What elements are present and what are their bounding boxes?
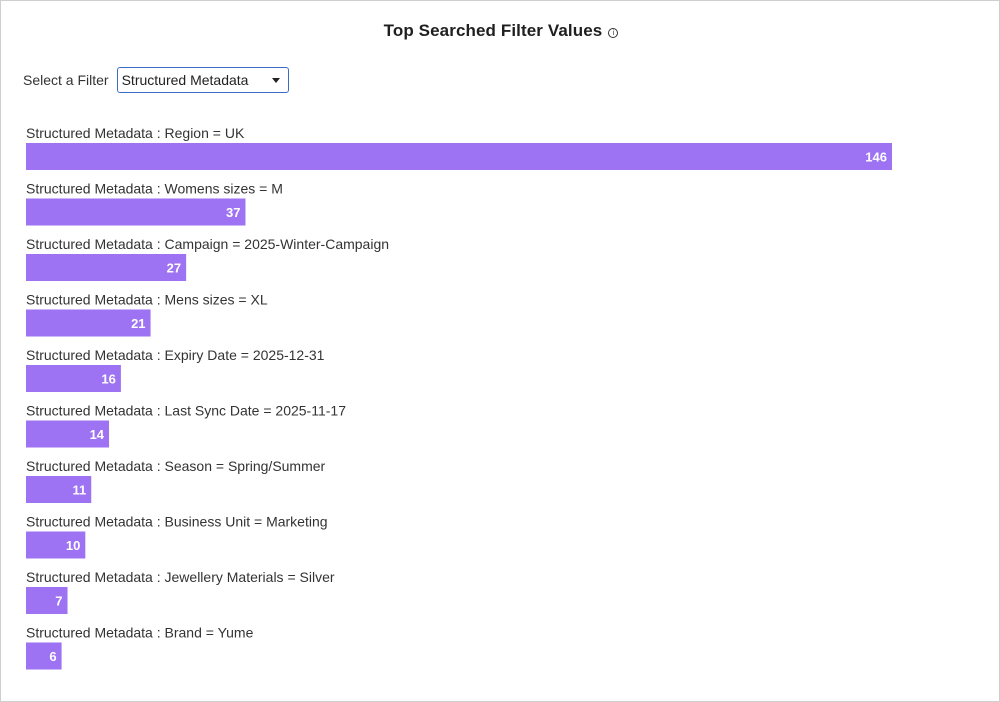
bar[interactable] <box>26 587 68 614</box>
category-label: Structured Metadata : Jewellery Material… <box>26 569 335 585</box>
category-label: Structured Metadata : Season = Spring/Su… <box>26 458 326 474</box>
filter-select[interactable]: Structured Metadata <box>116 67 289 93</box>
category-label: Structured Metadata : Business Unit = Ma… <box>26 514 328 530</box>
title-row: Top Searched Filter Values i <box>1 21 1000 41</box>
value-label: 16 <box>101 372 115 387</box>
category-label: Structured Metadata : Womens sizes = M <box>26 181 283 197</box>
category-label: Structured Metadata : Campaign = 2025-Wi… <box>26 236 389 252</box>
value-label: 37 <box>226 205 240 220</box>
bar[interactable] <box>26 254 187 281</box>
bar[interactable] <box>26 420 110 448</box>
filter-select-value: Structured Metadata <box>121 72 249 88</box>
filter-label: Select a Filter <box>23 72 109 88</box>
filter-row: Select a Filter Structured Metadata <box>23 67 289 93</box>
category-label: Structured Metadata : Mens sizes = XL <box>26 292 268 308</box>
chart-title: Top Searched Filter Values <box>383 21 603 40</box>
bar[interactable] <box>26 309 151 337</box>
category-label: Structured Metadata : Region = UK <box>26 125 245 141</box>
value-label: 14 <box>90 427 105 442</box>
info-icon[interactable]: i <box>608 28 619 38</box>
bar[interactable] <box>26 531 86 559</box>
value-label: 146 <box>865 150 887 165</box>
value-label: 6 <box>49 649 56 664</box>
bar[interactable] <box>26 476 92 503</box>
bar[interactable] <box>26 365 121 392</box>
value-label: 10 <box>66 538 80 553</box>
category-label: Structured Metadata : Expiry Date = 2025… <box>26 347 325 363</box>
chevron-down-icon <box>271 77 280 83</box>
value-label: 7 <box>55 594 62 609</box>
category-label: Structured Metadata : Last Sync Date = 2… <box>26 403 346 419</box>
bar[interactable] <box>26 642 62 670</box>
category-label: Structured Metadata : Brand = Yume <box>26 625 254 641</box>
value-label: 27 <box>167 261 181 276</box>
bar[interactable] <box>26 198 246 226</box>
value-label: 11 <box>72 483 86 498</box>
value-label: 21 <box>131 316 145 331</box>
bar[interactable] <box>26 143 892 170</box>
